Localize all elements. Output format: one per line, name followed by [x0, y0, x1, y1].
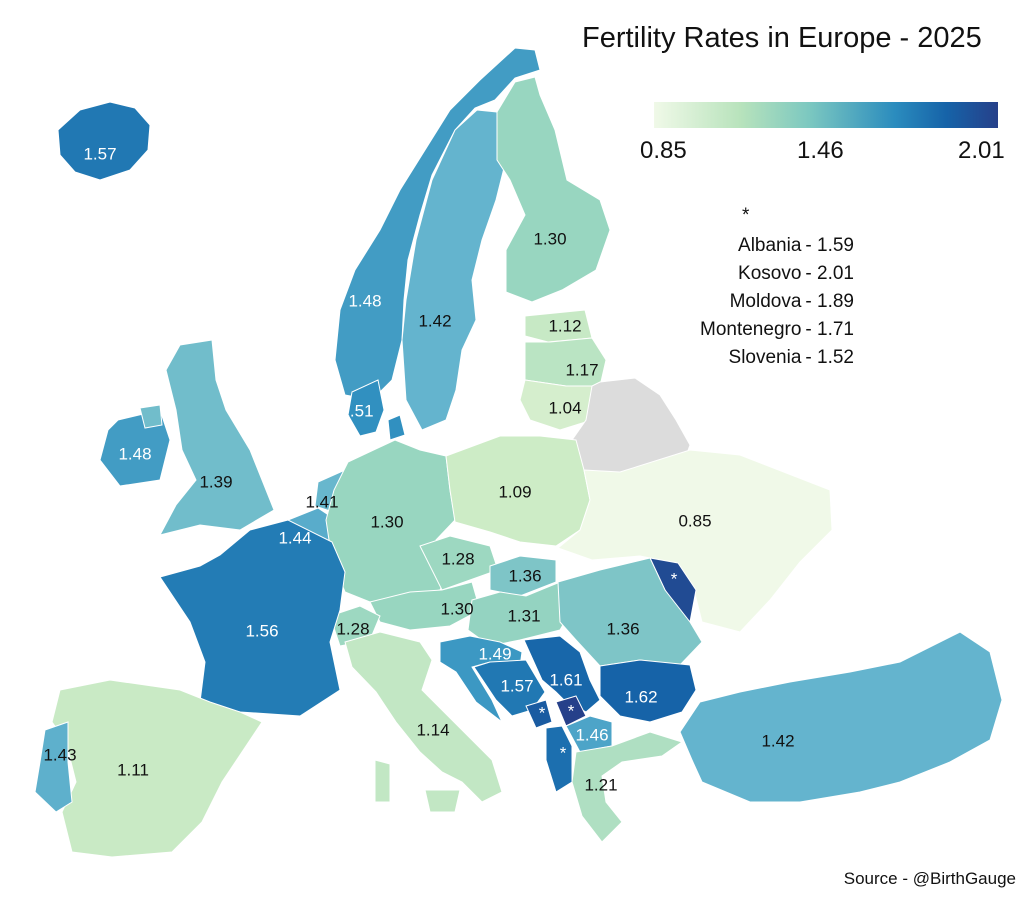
footnote-box: * Albania - 1.59 Kosovo - 2.01 Moldova - 1.… [700, 205, 854, 375]
country-montenegro [525, 699, 553, 729]
scale-max-label: 2.01 [958, 137, 1005, 164]
country-greece [571, 731, 684, 843]
value-label-sweden: 1.42 [418, 311, 451, 330]
value-label-finland: 1.30 [533, 229, 566, 248]
country-ireland [99, 409, 171, 487]
source-credit: Source - @BirthGauge [843, 869, 1016, 888]
value-label-romania: 1.36 [606, 619, 639, 638]
scale-min-label: 0.85 [640, 137, 687, 164]
footnote-country: Albania [738, 235, 802, 256]
value-label-belgium: 1.44 [278, 528, 311, 547]
value-label-albania: * [560, 743, 567, 762]
scale-mid-label: 1.46 [797, 137, 844, 164]
value-label-hungary: 1.31 [507, 606, 540, 625]
country-italy [424, 789, 461, 813]
value-label-montenegro: * [539, 703, 546, 722]
value-label-germany: 1.30 [370, 512, 403, 531]
country-portugal [34, 721, 73, 813]
country-serbia [523, 635, 601, 713]
value-label-denmark: 1.51 [340, 401, 373, 420]
value-label-portugal: 1.43 [43, 745, 76, 764]
country-italy [374, 759, 391, 803]
footnote-value: - 1.52 [805, 347, 854, 368]
value-label-netherlands: 1.41 [305, 492, 338, 511]
value-label-bosnia-and-herzegovina: 1.57 [500, 676, 533, 695]
country-ukraine [556, 449, 833, 633]
value-label-austria: 1.30 [440, 599, 473, 618]
country-spain [51, 679, 263, 858]
value-label-latvia: 1.17 [565, 360, 598, 379]
country-lithuania [519, 379, 601, 431]
country-romania [557, 557, 703, 667]
value-label-greece: 1.21 [584, 775, 617, 794]
country-bosnia-and-herzegovina [473, 659, 546, 717]
country-sweden [401, 109, 507, 431]
footnote-value: - 1.71 [805, 319, 854, 340]
country-iceland [57, 101, 151, 181]
map-title: Fertility Rates in Europe - 2025 [582, 22, 982, 54]
value-label-czechia: 1.28 [441, 549, 474, 568]
country-italy [344, 631, 503, 803]
country-united-kingdom [139, 404, 163, 429]
country-france [159, 519, 346, 717]
value-label-turkey: 1.42 [761, 731, 794, 750]
country-north-macedonia [565, 715, 613, 753]
value-label-serbia: 1.61 [549, 670, 582, 689]
footnote-country: Moldova [729, 291, 802, 312]
country-denmark [387, 414, 406, 441]
value-label-ireland: 1.48 [118, 444, 151, 463]
value-label-spain: 1.11 [117, 760, 149, 779]
footnote-country: Slovenia [728, 347, 802, 368]
value-label-france: 1.56 [245, 621, 278, 640]
country-united-kingdom [159, 339, 275, 536]
footnote-value: - 1.59 [805, 235, 854, 256]
footnote-country: Montenegro [700, 319, 802, 340]
country-finland [496, 76, 611, 303]
value-label-bulgaria: 1.62 [624, 687, 657, 706]
value-label-slovakia: 1.36 [508, 566, 541, 585]
value-label-estonia: 1.12 [548, 316, 581, 335]
color-scale-bar [654, 102, 998, 128]
footnote-value: - 1.89 [805, 291, 854, 312]
country-norway [334, 47, 541, 401]
value-label-iceland: 1.57 [83, 144, 116, 163]
country-croatia [439, 635, 523, 723]
value-label-switzerland: 1.28 [336, 619, 369, 638]
value-label-lithuania: 1.04 [548, 398, 581, 417]
value-label-italy: 1.14 [416, 720, 449, 739]
country-bulgaria [599, 659, 697, 723]
value-label-north-macedonia: 1.46 [575, 725, 608, 744]
value-label-poland: 1.09 [498, 482, 531, 501]
country-denmark [347, 379, 385, 437]
footnote-country: Kosovo [738, 263, 802, 284]
value-label-ukraine: 0.85 [678, 511, 711, 530]
country-kosovo [555, 695, 587, 727]
value-label-moldova: * [671, 569, 678, 588]
value-label-united-kingdom: 1.39 [199, 472, 232, 491]
value-label-kosovo: * [568, 701, 575, 720]
country-czechia [419, 535, 499, 591]
value-label-norway: 1.48 [348, 291, 381, 310]
country-turkey [679, 631, 1003, 803]
footnote-value: - 2.01 [805, 263, 854, 284]
value-label-croatia: 1.49 [478, 644, 511, 663]
country-slovakia [489, 555, 557, 597]
footnote-marker: * [742, 205, 750, 226]
